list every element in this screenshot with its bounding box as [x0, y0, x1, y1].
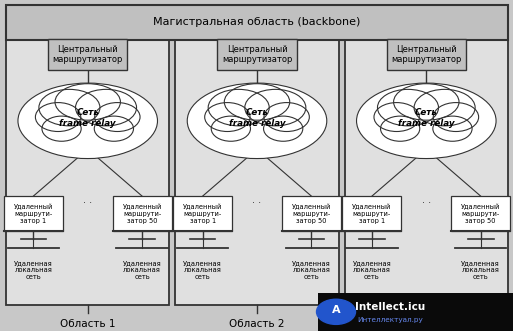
Ellipse shape [187, 83, 327, 159]
Text: Intellect.icu: Intellect.icu [355, 302, 425, 312]
Ellipse shape [264, 103, 309, 131]
Ellipse shape [208, 89, 269, 126]
Circle shape [317, 299, 356, 324]
FancyBboxPatch shape [386, 39, 466, 71]
FancyBboxPatch shape [4, 196, 63, 231]
Ellipse shape [205, 103, 250, 131]
FancyBboxPatch shape [318, 293, 513, 331]
Text: Область 1: Область 1 [60, 319, 115, 329]
Text: Область 2: Область 2 [229, 319, 285, 329]
Ellipse shape [55, 84, 121, 120]
Ellipse shape [75, 89, 136, 126]
Text: Сеть
frame relay: Сеть frame relay [60, 109, 116, 128]
Text: Удаленный
маршрути-
затор 1: Удаленный маршрути- затор 1 [14, 203, 53, 224]
Text: Удаленный
маршрути-
затор 50: Удаленный маршрути- затор 50 [292, 203, 331, 224]
FancyBboxPatch shape [6, 26, 169, 305]
Text: Сеть
frame relay: Сеть frame relay [398, 109, 455, 128]
Text: Центральный
маршрутизатор: Центральный маршрутизатор [52, 45, 123, 64]
Text: Удаленная
локальная
сеть: Удаленная локальная сеть [352, 260, 391, 280]
Ellipse shape [42, 116, 81, 141]
Text: Удаленный
маршрути-
затор 50: Удаленный маршрути- затор 50 [123, 203, 162, 224]
Text: . .: . . [252, 195, 262, 205]
Ellipse shape [393, 84, 459, 120]
FancyBboxPatch shape [48, 39, 127, 71]
Text: Интеллектуал.ру: Интеллектуал.ру [357, 317, 423, 323]
Text: Сеть
frame relay: Сеть frame relay [229, 109, 285, 128]
Ellipse shape [381, 116, 420, 141]
Ellipse shape [35, 103, 81, 131]
Ellipse shape [357, 83, 496, 159]
Text: Центральный
маршрутизатор: Центральный маршрутизатор [222, 45, 292, 64]
FancyBboxPatch shape [173, 196, 232, 231]
FancyBboxPatch shape [343, 196, 401, 231]
Ellipse shape [224, 84, 290, 120]
Text: Удаленная
локальная
сеть: Удаленная локальная сеть [123, 260, 162, 280]
FancyBboxPatch shape [113, 196, 171, 231]
Ellipse shape [18, 83, 157, 159]
FancyBboxPatch shape [217, 39, 297, 71]
Ellipse shape [211, 116, 250, 141]
Text: Удаленный
маршрути-
затор 1: Удаленный маршрути- затор 1 [183, 203, 222, 224]
Text: . .: . . [83, 195, 92, 205]
Text: Удаленная
локальная
сеть: Удаленная локальная сеть [183, 260, 222, 280]
Text: Удаленная
локальная
сеть: Удаленная локальная сеть [14, 260, 53, 280]
Text: A: A [332, 305, 340, 315]
Ellipse shape [433, 103, 479, 131]
FancyBboxPatch shape [451, 196, 510, 231]
Text: Центральный
маршрутизатор: Центральный маршрутизатор [391, 45, 462, 64]
Ellipse shape [414, 89, 475, 126]
Ellipse shape [264, 116, 303, 141]
Text: Удаленный
маршрути-
затор 50: Удаленный маршрути- затор 50 [461, 203, 500, 224]
Text: . .: . . [422, 195, 431, 205]
Ellipse shape [39, 89, 100, 126]
Text: Магистральная область (backbone): Магистральная область (backbone) [153, 17, 361, 27]
FancyBboxPatch shape [345, 26, 508, 305]
Ellipse shape [95, 103, 140, 131]
Ellipse shape [378, 89, 439, 126]
Text: Удаленная
локальная
сеть: Удаленная локальная сеть [461, 260, 500, 280]
Ellipse shape [245, 89, 306, 126]
Text: Удаленный
маршрути-
затор 1: Удаленный маршрути- затор 1 [352, 203, 391, 224]
FancyBboxPatch shape [282, 196, 341, 231]
FancyBboxPatch shape [175, 26, 339, 305]
Text: Удаленная
локальная
сеть: Удаленная локальная сеть [292, 260, 331, 280]
Ellipse shape [374, 103, 419, 131]
Ellipse shape [433, 116, 472, 141]
FancyBboxPatch shape [6, 5, 508, 40]
Ellipse shape [94, 116, 133, 141]
